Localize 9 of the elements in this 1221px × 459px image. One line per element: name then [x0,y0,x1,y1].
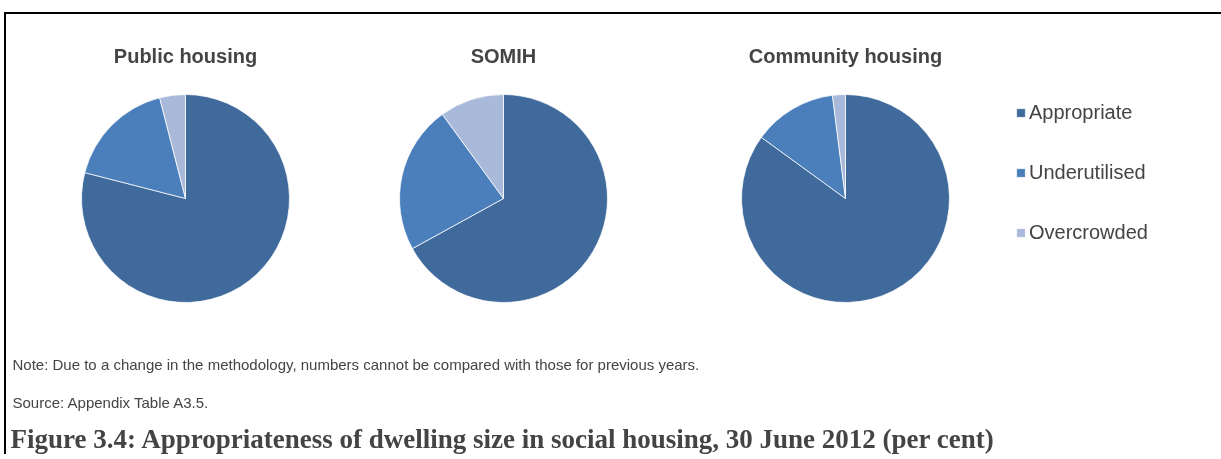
legend-label: Overcrowded [1029,221,1148,244]
slice-label: SOMIH [470,44,537,67]
legend-label: Underutilised [1029,161,1146,184]
text: Figure 3.4: Appropriateness of dwelling size in social housing, 30 June 2012 (per cent) [10,423,994,454]
source-note: Source: Appendix Table A3.5. [12,394,209,411]
slice-label: Public housing [113,44,258,67]
legend-label: Appropriate [1029,101,1133,124]
text: Note: Due to a change in the methodology, numbers cannot be compared with those for previous years. [12,356,700,373]
slice-label: Community housing [748,44,943,67]
